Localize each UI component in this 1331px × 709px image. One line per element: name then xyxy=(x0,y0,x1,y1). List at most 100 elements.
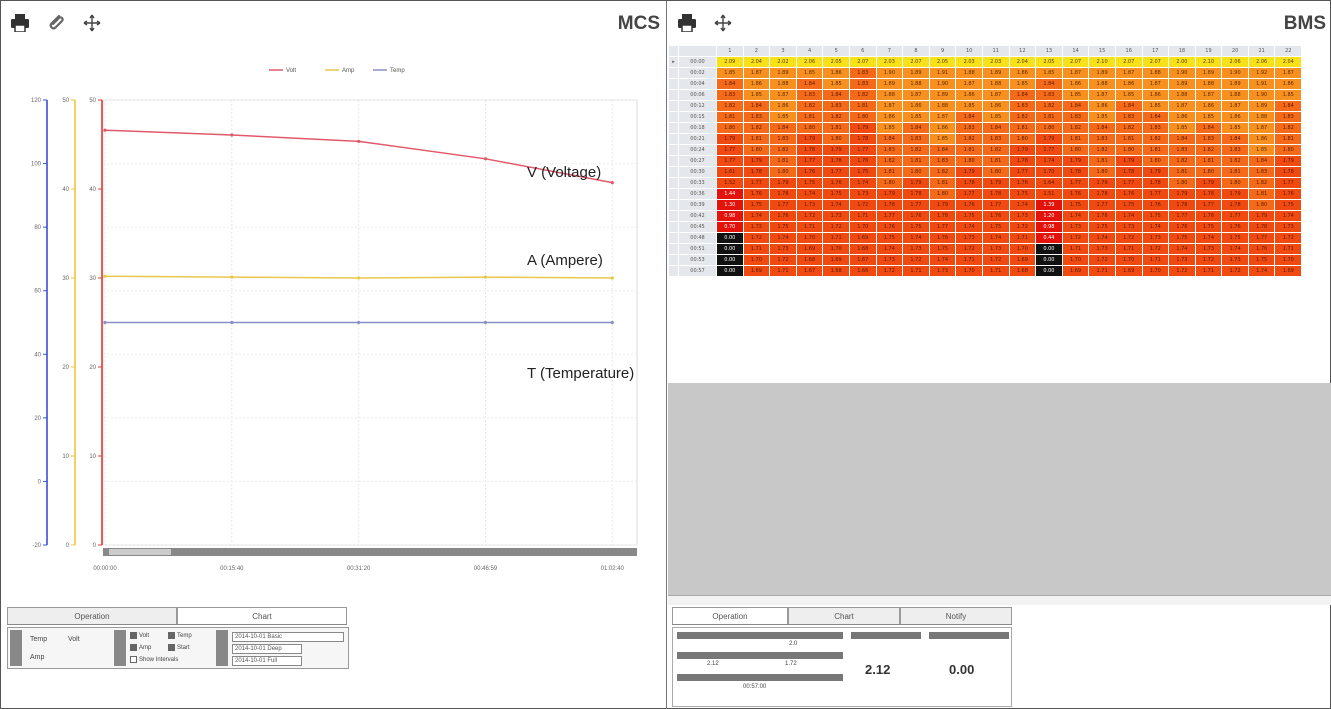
cell-voltage: 1.84 xyxy=(1141,111,1170,123)
cell-voltage: 1.80 xyxy=(955,155,983,167)
checkbox-volt[interactable]: Volt xyxy=(130,632,149,639)
table-row[interactable]: 00:06 1.83 1.85 1.87 1.83 1.84 1.82 1.88 1.87 1.8… xyxy=(668,89,1303,101)
table-row[interactable]: 00:45 0.70 1.73 1.75 1.71 1.72 1.70 1.76 1.75 1.7… xyxy=(668,221,1303,233)
row-time: 00:02 xyxy=(678,67,717,79)
cell-voltage: 1.77 xyxy=(795,155,824,167)
table-row[interactable]: 00:30 1.61 1.78 1.80 1.76 1.77 1.75 1.81 1.80 1.8… xyxy=(668,166,1303,178)
table-row[interactable]: 00:15 1.81 1.83 1.85 1.81 1.82 1.80 1.86 1.85 1.8… xyxy=(668,111,1303,123)
cell-voltage: 1.90 xyxy=(1221,67,1249,79)
cell-voltage: 1.69 xyxy=(1008,254,1037,266)
move-icon[interactable] xyxy=(81,12,103,34)
cell-voltage: 1.79 xyxy=(1194,177,1223,189)
cell-voltage: 0.00 xyxy=(716,243,744,255)
cell-voltage: 1.77 xyxy=(716,155,744,167)
cell-voltage: 1.78 xyxy=(1168,199,1196,211)
volt-axis-tick-label: 40 xyxy=(34,352,41,358)
printer-icon[interactable] xyxy=(676,12,698,34)
cell-voltage: 1.87 xyxy=(1088,89,1116,101)
cell-voltage: 1.89 xyxy=(1168,78,1196,90)
dataset-button-full[interactable]: 2014-10-01 Full xyxy=(232,656,302,666)
table-row[interactable]: 00:33 1.52 1.77 1.79 1.75 1.76 1.74 1.80 1.79 1.8… xyxy=(668,177,1303,189)
bms-tabs: Operation Chart Notify xyxy=(672,607,1012,625)
temperature-annotation: T (Temperature) xyxy=(527,365,635,382)
table-row[interactable]: 00:24 1.77 1.80 1.82 1.78 1.79 1.77 1.83 1.82 1.8… xyxy=(668,144,1303,156)
table-row[interactable]: ▸ 00:00 2.09 2.04 2.02 2.06 2.05 2.07 2.03 2.07 2.… xyxy=(668,56,1303,68)
dataset-select[interactable]: 2014-10-01 Basic xyxy=(232,632,344,642)
cell-voltage: 1.85 xyxy=(1141,100,1170,112)
cell-voltage: 1.81 xyxy=(1221,166,1249,178)
row-marker xyxy=(668,67,679,79)
table-row[interactable]: 00:57 0.00 1.69 1.71 1.67 1.68 1.66 1.72 1.71 1.7… xyxy=(668,265,1303,277)
checkbox-start[interactable]: Start xyxy=(168,644,190,651)
cell-voltage: 1.84 xyxy=(1035,78,1063,90)
cell-voltage: 1.75 xyxy=(1274,199,1303,211)
tab-operation[interactable]: Operation xyxy=(7,607,177,624)
table-row[interactable]: 00:27 1.77 1.79 1.81 1.77 1.78 1.76 1.82 1.81 1.8… xyxy=(668,155,1303,167)
cell-voltage: 1.75 xyxy=(795,177,824,189)
cell-voltage: 1.87 xyxy=(1274,67,1303,79)
cell-voltage: 2.06 xyxy=(1221,56,1249,68)
temp-axis-tick-label: 40 xyxy=(89,187,96,193)
cell-voltage: 1.67 xyxy=(795,265,824,277)
table-row[interactable]: 00:18 1.80 1.82 1.84 1.80 1.81 1.79 1.85 1.84 1.8… xyxy=(668,122,1303,134)
table-row[interactable]: 00:21 1.79 1.81 1.83 1.79 1.80 1.78 1.84 1.83 1.8… xyxy=(668,133,1303,145)
column-header: 7 xyxy=(875,45,904,57)
cell-voltage: 1.71 xyxy=(1114,243,1143,255)
cell-voltage: 1.77 xyxy=(1008,166,1037,178)
cell-voltage: 1.75 xyxy=(1088,221,1116,233)
legend-label: Volt xyxy=(286,68,296,74)
bms-horizontal-scrollbar[interactable] xyxy=(668,595,1331,605)
cell-voltage: 1.79 xyxy=(1168,188,1196,200)
cell-voltage: 2.05 xyxy=(1035,56,1063,68)
row-time: 00:04 xyxy=(678,78,717,90)
cell-voltage: 1.81 xyxy=(875,166,904,178)
table-row[interactable]: 00:48 0.00 1.72 1.74 1.70 1.71 1.69 1.75 1.74 1.7… xyxy=(668,232,1303,244)
cell-voltage: 1.87 xyxy=(981,89,1010,101)
cell-voltage: 1.77 xyxy=(902,199,930,211)
table-row[interactable]: 00:12 1.82 1.84 1.86 1.82 1.83 1.81 1.87 1.86 1.8… xyxy=(668,100,1303,112)
tab-operation[interactable]: Operation xyxy=(672,607,788,624)
checkbox-amp[interactable]: Amp xyxy=(130,644,151,651)
table-row[interactable]: 00:51 0.00 1.71 1.73 1.69 1.70 1.68 1.74 1.73 1.7… xyxy=(668,243,1303,255)
cell-voltage: 1.86 xyxy=(1141,89,1170,101)
amp-axis-tick-label: 10 xyxy=(62,454,69,460)
row-time: 00:33 xyxy=(678,177,717,189)
cell-voltage: 1.81 xyxy=(1274,133,1303,145)
volt-axis-tick-label: -20 xyxy=(32,543,41,549)
cell-voltage: 1.64 xyxy=(1035,177,1063,189)
cell-voltage: 1.86 xyxy=(1008,67,1037,79)
cell-voltage: 1.87 xyxy=(875,100,904,112)
checkbox-temp[interactable]: Temp xyxy=(168,632,192,639)
cell-voltage: 1.84 xyxy=(955,111,983,123)
paperclip-icon[interactable] xyxy=(45,12,67,34)
cell-voltage: 2.02 xyxy=(769,56,797,68)
cell-voltage: 1.89 xyxy=(769,67,797,79)
stat-value-top: 2.0 xyxy=(789,641,798,647)
cell-voltage: 1.85 xyxy=(822,78,850,90)
series-point-amp xyxy=(103,274,107,278)
cell-voltage: 1.78 xyxy=(981,188,1010,200)
cell-voltage: 1.76 xyxy=(1194,210,1223,222)
cell-voltage: 1.80 xyxy=(928,188,957,200)
tab-chart[interactable]: Chart xyxy=(788,607,900,624)
printer-icon[interactable] xyxy=(9,12,31,34)
checkbox-intervals[interactable]: Show Intervals xyxy=(130,656,178,663)
table-row[interactable]: 00:42 0.98 1.74 1.76 1.72 1.73 1.71 1.77 1.76 1.7… xyxy=(668,210,1303,222)
cell-voltage: 1.80 xyxy=(742,144,771,156)
dataset-button-deep[interactable]: 2014-10-01 Deep xyxy=(232,644,302,654)
table-row[interactable]: 00:02 1.85 1.87 1.89 1.85 1.86 1.83 1.90 1.89 1.9… xyxy=(668,67,1303,79)
tab-chart[interactable]: Chart xyxy=(177,607,347,624)
table-row[interactable]: 00:36 1.44 1.76 1.78 1.74 1.75 1.73 1.79 1.78 1.8… xyxy=(668,188,1303,200)
cell-voltage: 1.74 xyxy=(981,232,1010,244)
tab-notify[interactable]: Notify xyxy=(900,607,1012,624)
cell-voltage: 1.75 xyxy=(1247,254,1276,266)
cell-voltage: 1.82 xyxy=(1221,155,1249,167)
move-icon[interactable] xyxy=(712,12,734,34)
table-row[interactable]: 00:04 1.84 1.86 1.88 1.84 1.85 1.83 1.89 1.88 1.9… xyxy=(668,78,1303,90)
table-row[interactable]: 00:53 0.00 1.70 1.72 1.68 1.69 1.67 1.73 1.72 1.7… xyxy=(668,254,1303,266)
column-header: 10 xyxy=(955,45,983,57)
cell-voltage: 1.79 xyxy=(928,199,957,211)
cell-voltage: 1.73 xyxy=(955,232,983,244)
cell-voltage: 1.79 xyxy=(1141,166,1170,178)
table-row[interactable]: 00:39 1.30 1.75 1.77 1.73 1.74 1.72 1.78 1.77 1.7… xyxy=(668,199,1303,211)
